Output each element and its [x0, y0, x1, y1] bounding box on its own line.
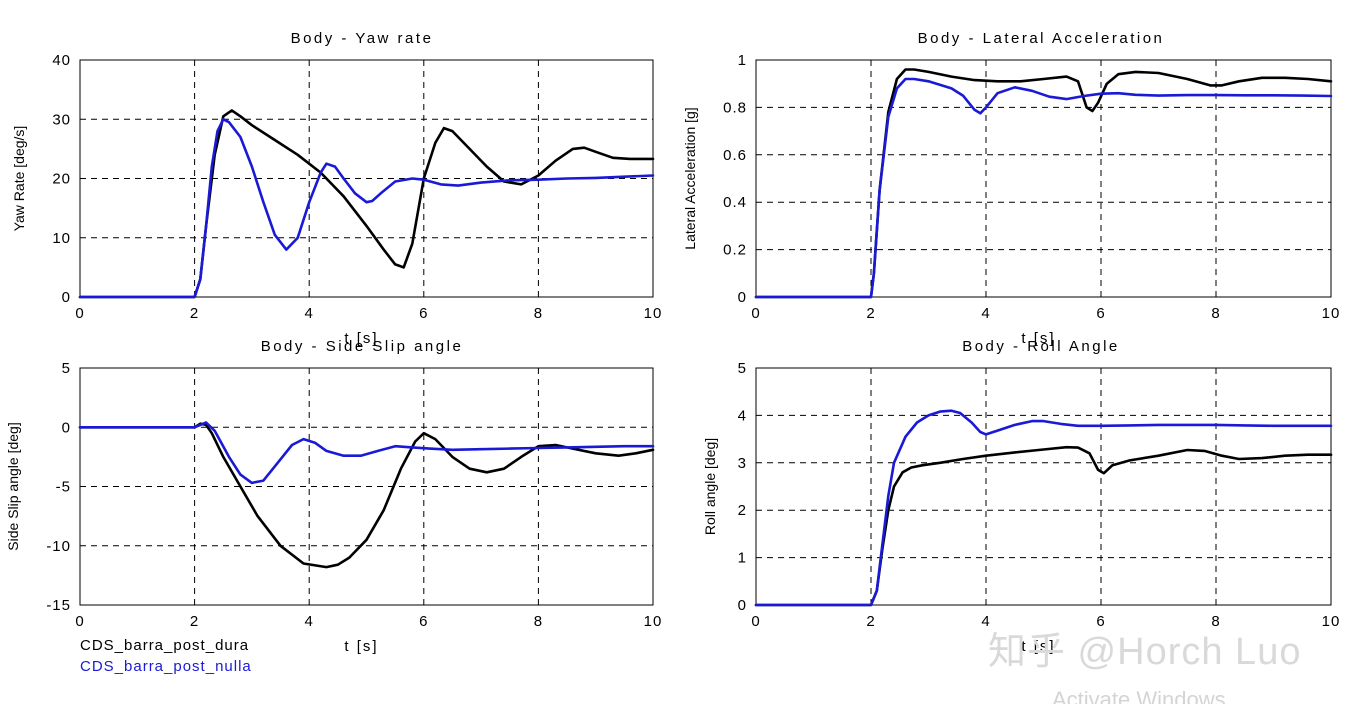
- x-tick-label: 4: [981, 613, 990, 630]
- y-axis-label: Yaw Rate [deg/s]: [11, 126, 27, 232]
- y-tick-label: 40: [52, 52, 71, 69]
- x-axis-label: t [s]: [344, 330, 378, 347]
- chart-title: Body - Yaw rate: [291, 30, 434, 47]
- x-tick-label: 8: [534, 613, 543, 630]
- side-slip-angle-chart: 0 2 4 6 8 10 -15 -10 -5 0 5 Body - Side Slip angle S…: [5, 338, 663, 655]
- y-tick-label: 0: [738, 597, 747, 614]
- series-line-dura: [78, 422, 655, 569]
- legend-entry-dura: CDS_barra_post_dura: [80, 637, 249, 654]
- series-line-nulla: [754, 77, 1333, 299]
- plot-frame: [79, 367, 654, 606]
- y-tick-label: 10: [52, 230, 71, 247]
- x-tick-label: 6: [419, 305, 428, 322]
- activate-windows-text: Activate Windows: [1052, 687, 1226, 704]
- y-tick-label: 0.6: [723, 147, 747, 164]
- chart-title: Body - Lateral Acceleration: [918, 30, 1165, 47]
- x-axis-label: t [s]: [1021, 330, 1055, 347]
- x-tick-label: 10: [1322, 613, 1341, 630]
- series-line-nulla: [754, 409, 1333, 607]
- x-tick-label: 4: [305, 305, 314, 322]
- plot-frame: [79, 59, 654, 298]
- x-tick-label: 8: [1211, 305, 1220, 322]
- lateral-acceleration-chart: 0 2 4 6 8 10 0 0.2 0.4 0.6 0.8 1 Body - Lateral Acce…: [682, 30, 1341, 347]
- x-tick-label: 6: [1096, 613, 1105, 630]
- legend-entry-nulla: CDS_barra_post_nulla: [80, 658, 252, 675]
- y-axis-label: Roll angle [deg]: [702, 438, 718, 535]
- series-line-nulla: [78, 421, 655, 485]
- y-axis-label: Side Slip angle [deg]: [5, 422, 21, 550]
- y-tick-label: 3: [738, 455, 747, 472]
- x-axis-label: t [s]: [1021, 638, 1055, 655]
- series-line-dura: [754, 68, 1333, 299]
- y-tick-label: 2: [738, 502, 747, 519]
- y-tick-label: 1: [738, 550, 747, 567]
- series-line-dura: [754, 445, 1333, 607]
- y-axis-label: Lateral Acceleration [g]: [682, 107, 698, 249]
- x-tick-label: 8: [1211, 613, 1220, 630]
- yaw-rate-chart: 0 2 4 6 8 10 0 10 20 30 40 Body - Yaw rate Yaw Rate …: [11, 30, 663, 347]
- y-tick-label: 4: [738, 407, 747, 424]
- legend: CDS_barra_post_dura CDS_barra_post_nulla: [80, 637, 252, 675]
- x-tick-label: 10: [644, 305, 663, 322]
- y-tick-label: 20: [52, 171, 71, 188]
- x-tick-label: 2: [866, 305, 875, 322]
- x-tick-label: 4: [305, 613, 314, 630]
- y-tick-label: 5: [62, 360, 71, 377]
- watermark-text: 知乎 @Horch Luo: [988, 631, 1301, 673]
- y-tick-label: 5: [738, 360, 747, 377]
- x-tick-label: 10: [1322, 305, 1341, 322]
- y-tick-label: -10: [46, 538, 71, 555]
- series-line-dura: [78, 109, 655, 299]
- x-tick-label: 8: [534, 305, 543, 322]
- y-tick-label: 0.8: [723, 99, 747, 116]
- y-tick-label: 0: [62, 419, 71, 436]
- x-tick-label: 0: [75, 305, 84, 322]
- plot-frame: [755, 367, 1332, 606]
- x-tick-label: 2: [866, 613, 875, 630]
- chart-title: Body - Roll Angle: [962, 338, 1120, 355]
- x-tick-label: 6: [1096, 305, 1105, 322]
- x-tick-label: 6: [419, 613, 428, 630]
- y-tick-label: 0.4: [723, 194, 747, 211]
- y-tick-label: 30: [52, 111, 71, 128]
- plot-frame: [755, 59, 1332, 298]
- y-tick-label: -15: [46, 597, 71, 614]
- y-tick-label: 0.2: [723, 242, 747, 259]
- x-axis-label: t [s]: [344, 638, 378, 655]
- y-tick-label: 0: [62, 289, 71, 306]
- chart-title: Body - Side Slip angle: [261, 338, 464, 355]
- y-tick-label: 0: [738, 289, 747, 306]
- y-tick-label: 1: [738, 52, 747, 69]
- y-tick-label: -5: [56, 479, 71, 496]
- roll-angle-chart: 0 2 4 6 8 10 0 1 2 3 4 5 Body - Roll Angle Roll angle…: [702, 338, 1341, 655]
- x-tick-label: 4: [981, 305, 990, 322]
- x-tick-label: 10: [644, 613, 663, 630]
- x-tick-label: 2: [190, 305, 199, 322]
- x-tick-label: 0: [75, 613, 84, 630]
- x-tick-label: 2: [190, 613, 199, 630]
- series-line-nulla: [78, 118, 655, 299]
- x-tick-label: 0: [751, 305, 760, 322]
- x-tick-label: 0: [751, 613, 760, 630]
